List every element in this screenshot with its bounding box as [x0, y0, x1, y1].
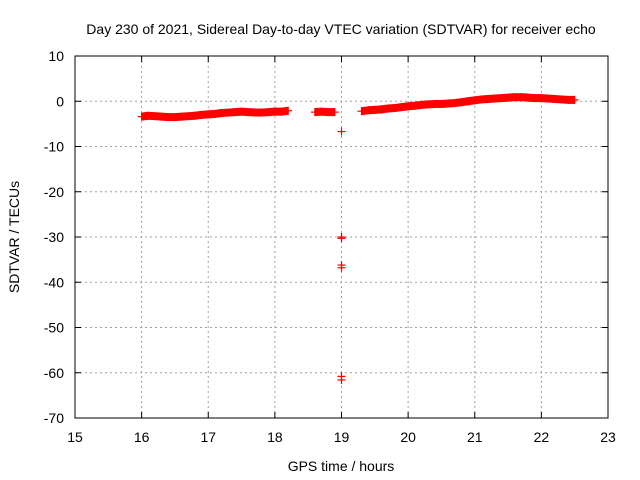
y-tick-labels: 10 0 -10 -20 -30 -40 -50 -60 -70	[44, 48, 64, 426]
data-band-segment	[141, 111, 149, 121]
data-band-segment	[474, 95, 482, 105]
data-band-segment	[454, 98, 462, 108]
x-tick-label: 16	[134, 429, 150, 445]
data-point	[337, 263, 346, 272]
x-tick-labels: 15 16 17 18 19 20 21 22 23	[67, 429, 616, 445]
data-band-segment	[380, 104, 389, 114]
y-tick-label: 0	[56, 93, 64, 109]
x-tick-label: 18	[267, 429, 283, 445]
y-tick-label: -30	[44, 229, 64, 245]
y-tick-label: -10	[44, 139, 64, 155]
data-band-segment	[280, 106, 289, 116]
chart-title: Day 230 of 2021, Sidereal Day-to-day VTE…	[86, 21, 596, 37]
data-band-segment	[414, 100, 422, 110]
data-band-segment	[214, 109, 223, 118]
y-tick-label: -60	[44, 365, 64, 381]
x-tick-label: 23	[600, 429, 616, 445]
data-points	[137, 93, 579, 384]
axis-ticks	[74, 55, 609, 419]
data-band-segment	[400, 102, 409, 112]
x-tick-label: 15	[67, 429, 83, 445]
y-tick-label: -50	[44, 320, 64, 336]
y-tick-label: -70	[44, 410, 64, 426]
x-axis-label: GPS time / hours	[288, 458, 395, 474]
data-band-segment	[194, 110, 203, 120]
y-tick-label: -40	[44, 274, 64, 290]
data-band-segment	[460, 97, 469, 107]
x-tick-label: 21	[467, 429, 483, 445]
y-tick-label: 10	[48, 48, 64, 64]
y-axis-label: SDTVAR / TECUs	[6, 181, 22, 293]
data-point	[337, 375, 346, 384]
x-tick-label: 19	[334, 429, 350, 445]
x-tick-label: 17	[200, 429, 216, 445]
data-band-segment	[467, 96, 476, 106]
data-band-segment	[394, 103, 403, 113]
x-tick-label: 20	[400, 429, 416, 445]
data-point	[337, 234, 346, 243]
x-tick-label: 22	[534, 429, 550, 445]
data-point	[337, 127, 346, 136]
data-band-segment	[360, 106, 369, 116]
y-tick-label: -20	[44, 184, 64, 200]
